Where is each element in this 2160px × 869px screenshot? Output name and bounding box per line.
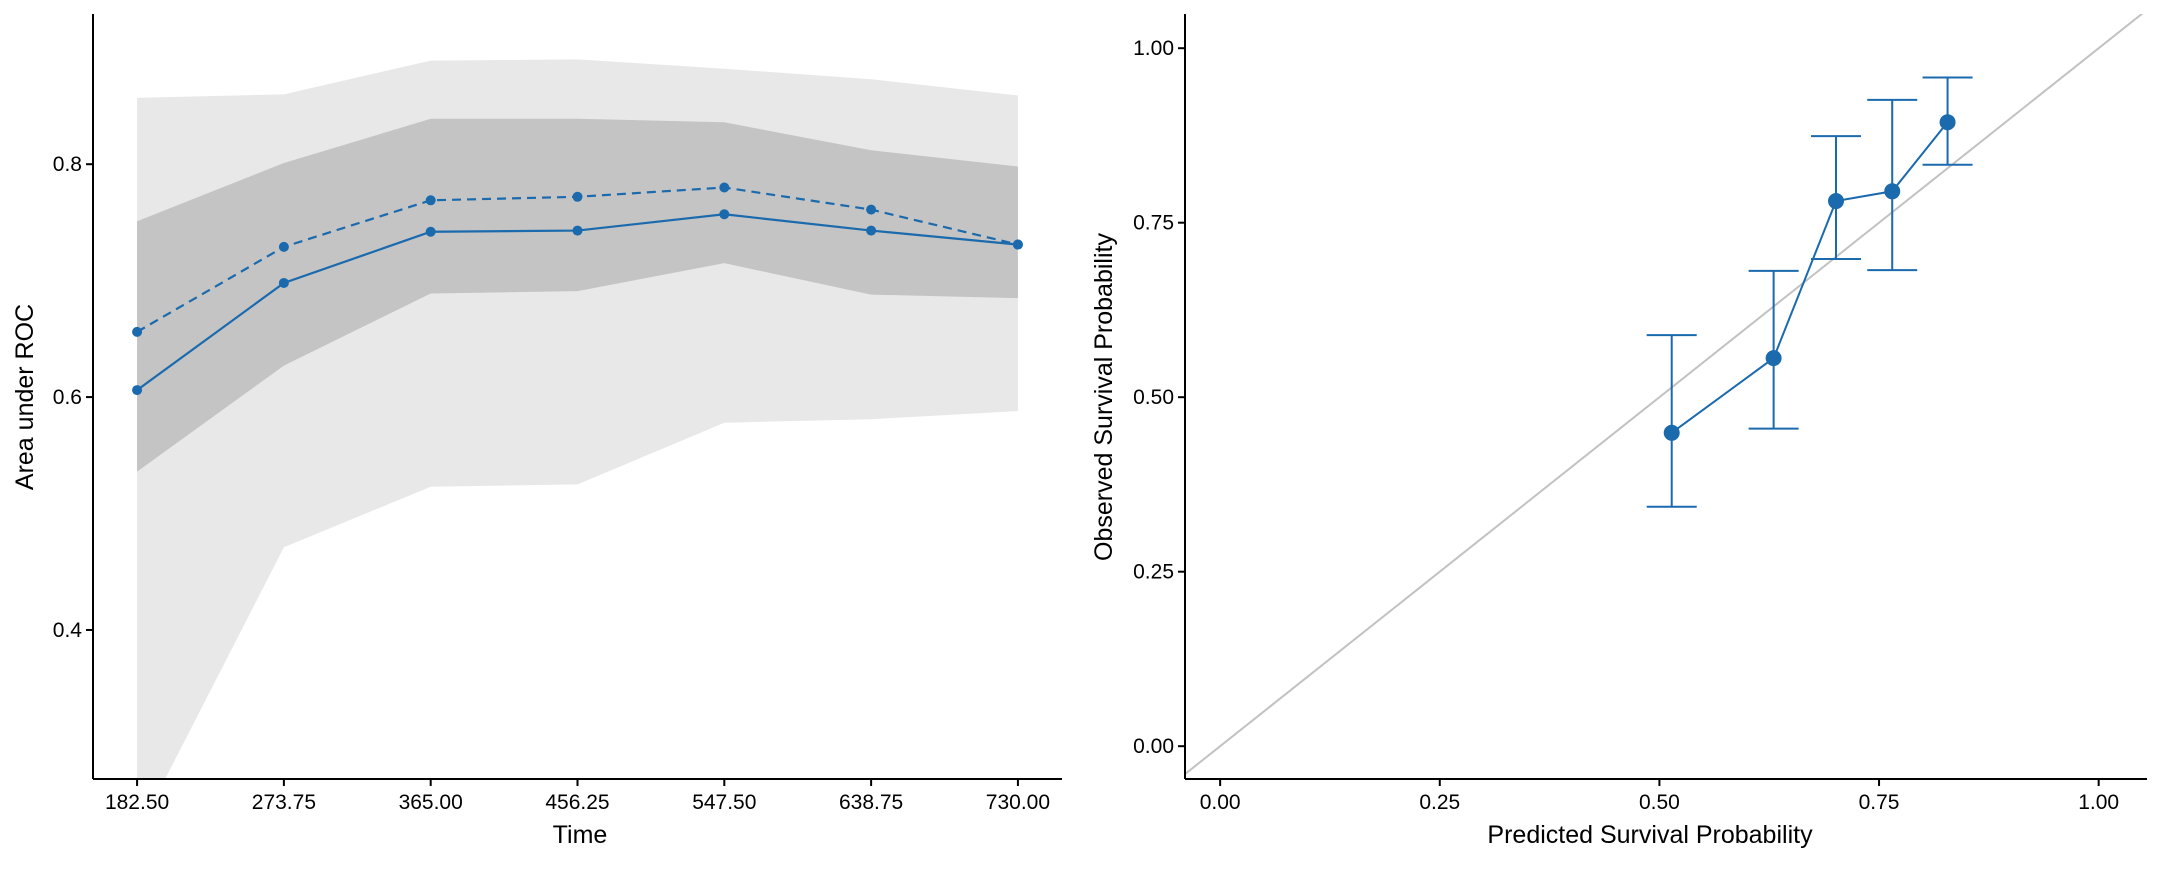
- x-tick-label: 0.00: [1200, 791, 1241, 814]
- x-tick-label: 547.50: [692, 791, 756, 814]
- data-point-solid: [132, 385, 143, 396]
- x-tick-label: 273.75: [252, 791, 316, 814]
- data-point-dashed: [132, 326, 143, 337]
- reference-diagonal-line: [1185, 14, 2144, 776]
- y-axis-title: Observed Survival Probability: [1090, 233, 1118, 561]
- data-point-dashed: [278, 241, 289, 252]
- data-point-solid: [866, 225, 877, 236]
- data-point: [1663, 424, 1680, 441]
- y-tick-label: 0.4: [53, 619, 83, 642]
- x-axis-title: Time: [553, 821, 608, 849]
- y-tick-label: 1.00: [1133, 37, 1174, 60]
- x-axis-title: Predicted Survival Probability: [1487, 821, 1813, 849]
- x-tick-label: 365.00: [399, 791, 463, 814]
- data-point: [1939, 114, 1956, 131]
- data-point-dashed: [719, 182, 730, 193]
- data-point-solid: [278, 277, 289, 288]
- data-point-dashed: [572, 191, 583, 202]
- data-point-dashed: [425, 195, 436, 206]
- y-axis-title: Area under ROC: [11, 304, 39, 490]
- data-point: [1765, 350, 1782, 367]
- plot-area: [132, 59, 1023, 779]
- y-tick-label: 0.50: [1133, 386, 1174, 409]
- y-tick-label: 0.8: [53, 153, 82, 176]
- data-point-solid: [572, 225, 583, 236]
- calibration-plot: Predicted Survival Probability Observed …: [1090, 14, 2147, 849]
- x-tick-label: 0.75: [1859, 791, 1900, 814]
- x-tick-label: 730.00: [986, 791, 1050, 814]
- data-point-solid: [425, 226, 436, 237]
- x-tick-label: 0.50: [1639, 791, 1680, 814]
- data-point-dashed: [866, 204, 877, 215]
- data-point: [1884, 183, 1901, 200]
- data-point-dashed: [1012, 239, 1023, 250]
- y-tick-label: 0.25: [1133, 561, 1174, 584]
- y-tick-label: 0.75: [1133, 212, 1174, 235]
- auc-over-time-plot: Time Area under ROC 182.50 273.75 365.00 45…: [11, 14, 1062, 849]
- confidence-band-inner: [137, 118, 1018, 472]
- x-tick-label: 0.25: [1419, 791, 1460, 814]
- data-point-solid: [719, 209, 730, 220]
- y-tick-label: 0.00: [1133, 735, 1174, 758]
- y-tick-label: 0.6: [53, 386, 82, 409]
- x-tick-label: 456.25: [545, 791, 609, 814]
- x-tick-label: 1.00: [2078, 791, 2119, 814]
- x-tick-label: 182.50: [105, 791, 169, 814]
- data-point: [1827, 193, 1844, 210]
- x-tick-label: 638.75: [839, 791, 903, 814]
- plot-area: [1185, 14, 2144, 776]
